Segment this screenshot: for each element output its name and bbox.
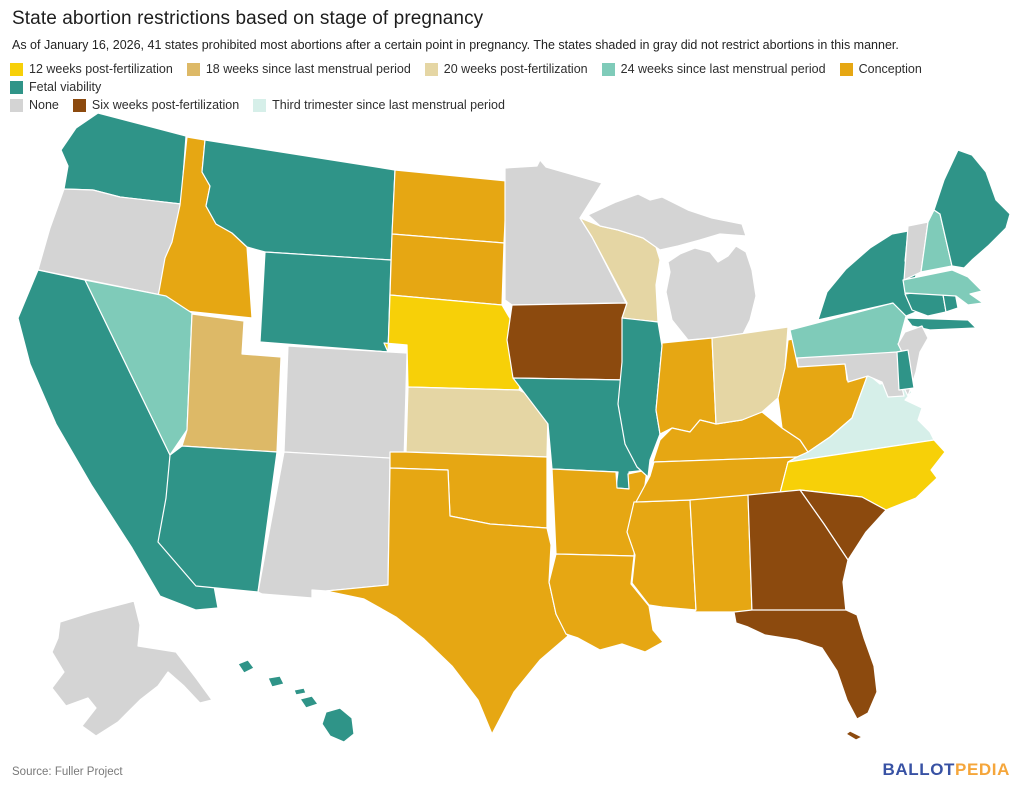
state-DE[interactable] — [896, 349, 915, 391]
state-HI-maui[interactable] — [299, 695, 319, 709]
legend-row: None Six weeks post-fertilization Third tr… — [10, 98, 1014, 112]
state-TX[interactable] — [325, 467, 569, 735]
state-HI-kauai[interactable] — [237, 659, 255, 674]
legend-swatch — [10, 98, 23, 112]
state-UT[interactable] — [181, 313, 282, 453]
state-MI-lower[interactable] — [665, 245, 757, 341]
state-AK[interactable] — [51, 600, 213, 737]
state-MA[interactable] — [902, 269, 984, 306]
state-KS[interactable] — [405, 386, 549, 458]
legend-label: Six weeks post-fertilization — [91, 98, 240, 112]
state-HI-oahu[interactable] — [267, 675, 285, 688]
legend-label: 18 weeks since last menstrual period — [205, 62, 411, 76]
state-HI-big-island[interactable] — [321, 707, 355, 743]
legend-label: 20 weeks post-fertilization — [443, 62, 588, 76]
page-title: State abortion restrictions based on sta… — [12, 8, 484, 29]
legend-swatch — [839, 62, 853, 76]
legend-label: 24 weeks since last menstrual period — [620, 62, 826, 76]
legend-item-six_weeks: Six weeks post-fertilization — [72, 98, 240, 112]
legend-label: Third trimester since last menstrual per… — [272, 98, 505, 112]
state-IN[interactable] — [655, 337, 717, 435]
logo-ballot-text: BALLOT — [882, 760, 956, 779]
state-IL[interactable] — [617, 317, 663, 478]
state-HI-molokai[interactable] — [293, 687, 307, 696]
legend-swatch — [186, 62, 200, 76]
legend: 12 weeks post-fertilization 18 weeks sinc… — [10, 62, 1014, 112]
state-ME[interactable] — [933, 149, 1011, 269]
legend-item-fetal_viability: Fetal viability — [10, 80, 101, 94]
legend-item-twelve_weeks: 12 weeks post-fertilization — [10, 62, 173, 76]
legend-label: Conception — [858, 62, 922, 76]
legend-swatch — [253, 98, 267, 112]
state-ND[interactable] — [391, 169, 508, 244]
legend-row: 12 weeks post-fertilization 18 weeks sinc… — [10, 62, 1014, 94]
legend-item-twenty_weeks: 20 weeks post-fertilization — [424, 62, 588, 76]
legend-item-none: None — [10, 98, 59, 112]
state-CO[interactable] — [283, 345, 408, 462]
legend-swatch — [10, 80, 23, 94]
legend-swatch — [10, 62, 23, 76]
legend-item-conception: Conception — [839, 62, 922, 76]
legend-item-third_trimester: Third trimester since last menstrual per… — [253, 98, 505, 112]
ballotpedia-logo: BALLOTPEDIA — [883, 760, 1011, 780]
state-LA[interactable] — [548, 553, 664, 653]
legend-item-twenty_four_weeks: 24 weeks since last menstrual period — [601, 62, 826, 76]
state-FL-keys[interactable] — [845, 730, 863, 741]
state-AZ[interactable] — [157, 445, 278, 593]
state-IA[interactable] — [506, 302, 639, 381]
map-states — [17, 112, 1011, 743]
state-MI[interactable] — [587, 193, 747, 251]
state-NM[interactable] — [257, 451, 391, 599]
legend-label: Fetal viability — [29, 80, 102, 94]
logo-pedia-text: PEDIA — [955, 760, 1010, 779]
legend-swatch — [601, 62, 615, 76]
legend-swatch — [72, 98, 86, 112]
state-OH[interactable] — [711, 326, 789, 425]
state-WY[interactable] — [259, 251, 392, 353]
source-note: Source: Fuller Project — [12, 766, 123, 778]
page-subtitle: As of January 16, 2026, 41 states prohib… — [12, 38, 899, 52]
legend-swatch — [424, 62, 438, 76]
legend-item-eighteen_weeks: 18 weeks since last menstrual period — [186, 62, 411, 76]
legend-label: None — [29, 98, 59, 112]
state-NY-long-island[interactable] — [905, 317, 977, 331]
state-AL[interactable] — [689, 494, 757, 626]
state-FL[interactable] — [733, 609, 878, 720]
state-SD[interactable] — [389, 233, 505, 306]
legend-label: 12 weeks post-fertilization — [29, 62, 173, 76]
